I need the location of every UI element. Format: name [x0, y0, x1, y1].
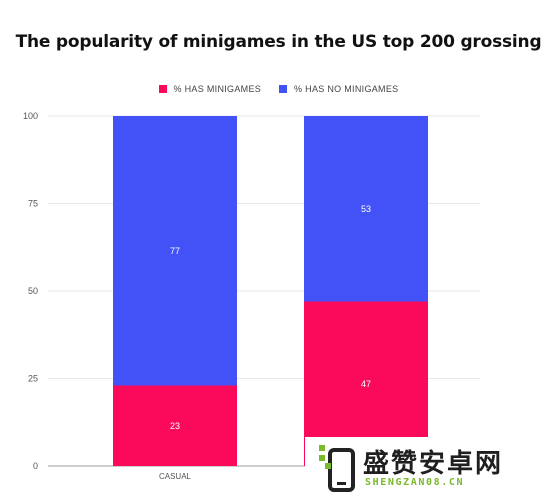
y-tick-label-100: 100: [23, 111, 38, 121]
data-label-1-series-2: 77: [170, 246, 180, 256]
chart-legend: % HAS MINIGAMES % HAS NO MINIGAMES: [0, 84, 557, 94]
watermark: 盛赞安卓网 SHENGZAN08.CN: [305, 437, 557, 500]
chart-title: The popularity of minigames in the US to…: [15, 32, 542, 52]
legend-item-no-minigames: % HAS NO MINIGAMES: [279, 84, 398, 94]
legend-swatch-no-minigames: [279, 85, 288, 93]
watermark-subtext: SHENGZAN08.CN: [365, 477, 465, 488]
y-tick-label-25: 25: [28, 374, 38, 384]
data-label-2-series-1: 47: [361, 379, 371, 389]
bar-1-series-2: [113, 116, 237, 386]
bar-2-series-2: [304, 116, 428, 302]
x-tick-label-1: CASUAL: [159, 472, 192, 481]
legend-item-has-minigames: % HAS MINIGAMES: [158, 84, 262, 94]
phone-logo-icon: [319, 445, 355, 492]
data-label-2-series-2: 53: [361, 204, 371, 214]
bar-1-series-1: [113, 385, 237, 466]
data-label-1-series-1: 23: [170, 421, 180, 431]
y-tick-label-75: 75: [28, 199, 38, 209]
legend-swatch-has-minigames: [158, 85, 167, 93]
y-tick-label-0: 0: [33, 461, 38, 471]
legend-label-has-minigames: % HAS MINIGAMES: [173, 84, 262, 94]
watermark-text: 盛赞安卓网: [363, 449, 504, 479]
legend-label-no-minigames: % HAS NO MINIGAMES: [294, 84, 399, 94]
y-tick-label-50: 50: [28, 286, 38, 296]
